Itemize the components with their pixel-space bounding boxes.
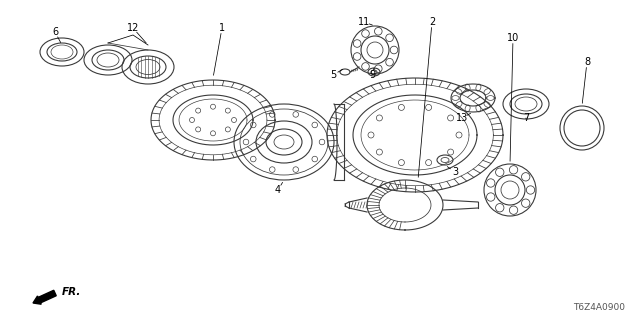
Text: 3: 3 — [452, 167, 458, 177]
Text: T6Z4A0900: T6Z4A0900 — [573, 303, 625, 312]
Text: 11: 11 — [358, 17, 370, 27]
Text: 9: 9 — [369, 70, 375, 80]
Text: FR.: FR. — [62, 287, 81, 297]
Text: 8: 8 — [584, 57, 590, 67]
Text: 7: 7 — [523, 113, 529, 123]
Text: 12: 12 — [127, 23, 139, 33]
FancyArrow shape — [33, 290, 56, 304]
Text: 2: 2 — [429, 17, 435, 27]
Text: 5: 5 — [330, 70, 336, 80]
Text: 4: 4 — [275, 185, 281, 195]
Text: 6: 6 — [52, 27, 58, 37]
Text: 13: 13 — [456, 113, 468, 123]
Text: 1: 1 — [219, 23, 225, 33]
Text: 10: 10 — [507, 33, 519, 43]
